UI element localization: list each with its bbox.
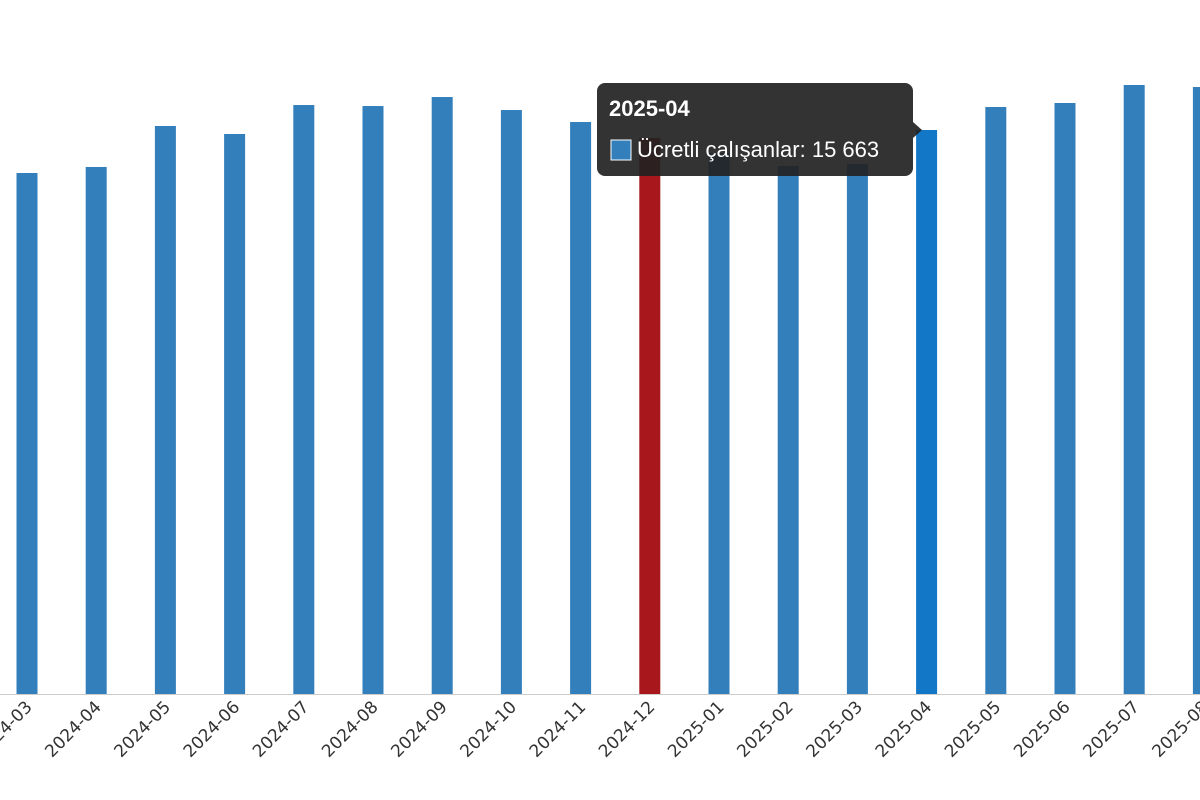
bar — [1192, 87, 1200, 695]
tooltip-arrow — [913, 122, 922, 138]
tooltip-swatch — [610, 139, 632, 161]
x-tick-label: 2024-04 — [41, 697, 105, 761]
x-labels: 2024-03 2024-04 2024-05 2024-06 2024-07 2024-… — [0, 697, 1200, 761]
bar — [85, 166, 107, 695]
x-tick-label: 2024-08 — [318, 697, 382, 761]
x-tick-label: 2025-04 — [872, 697, 936, 761]
bar — [293, 105, 315, 695]
x-tick-label: 2025-08 — [1149, 697, 1200, 761]
x-tick-label: 2025-06 — [1010, 697, 1074, 761]
bar — [224, 134, 246, 695]
bar — [985, 107, 1007, 694]
tooltip-title: 2025-04 — [609, 96, 691, 121]
x-tick-label: 2024-06 — [180, 697, 244, 761]
tooltip: 2025-04 Ücretli çalışanlar: 15 663 — [597, 83, 922, 176]
x-tick-label: 2025-03 — [803, 697, 867, 761]
bar — [1054, 103, 1076, 694]
bar — [1123, 85, 1145, 694]
bar — [570, 122, 592, 695]
bar — [362, 106, 384, 694]
bar — [639, 138, 661, 695]
x-tick-label: 2024-12 — [595, 697, 659, 761]
x-tick-label: 2024-07 — [249, 697, 313, 761]
tooltip-text: Ücretli çalışanlar: 15 663 — [637, 137, 879, 162]
bar — [16, 173, 38, 695]
x-tick-label: 2024-11 — [526, 697, 590, 761]
x-tick-label: 2024-05 — [111, 697, 175, 761]
x-tick-label: 2024-10 — [457, 697, 521, 761]
bar — [846, 164, 868, 695]
x-tick-label: 2024-09 — [387, 697, 451, 761]
bar — [154, 126, 176, 695]
x-tick-label: 2025-05 — [941, 697, 1005, 761]
bar — [708, 153, 730, 694]
bar — [777, 166, 799, 694]
bar — [500, 110, 522, 695]
bars — [16, 85, 1200, 695]
bar — [916, 130, 938, 694]
tooltip-box — [597, 83, 913, 176]
x-tick-label: 2025-07 — [1079, 697, 1143, 761]
x-tick-label: 2025-02 — [733, 697, 797, 761]
bar — [431, 97, 453, 694]
x-tick-label: 2024-03 — [0, 697, 37, 761]
x-tick-label: 2025-01 — [664, 697, 728, 761]
